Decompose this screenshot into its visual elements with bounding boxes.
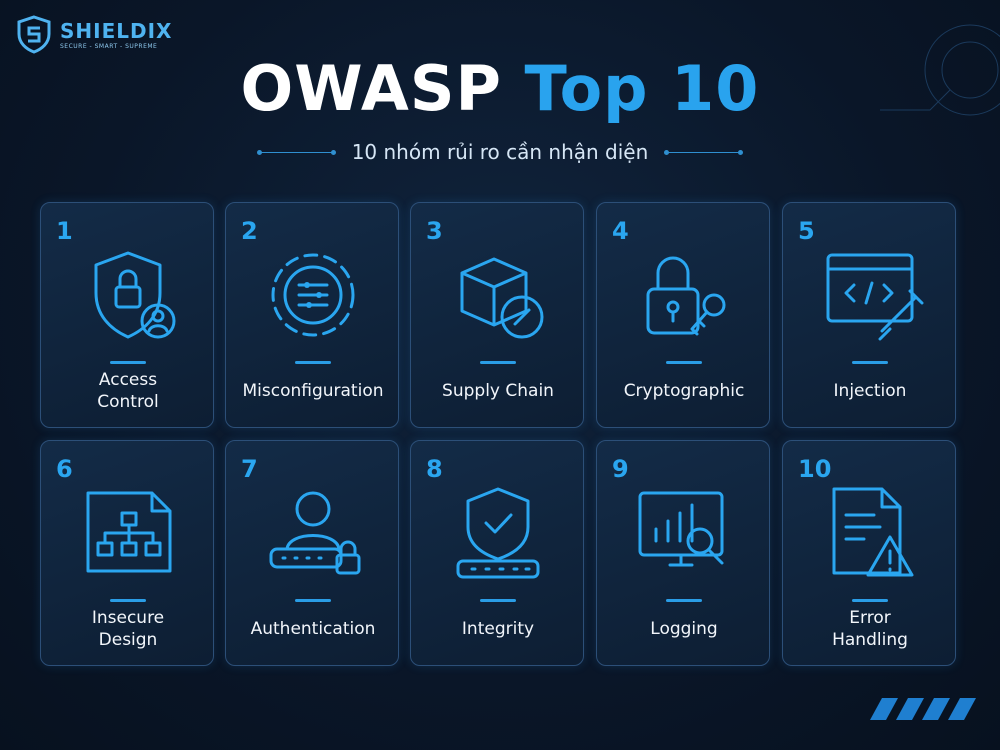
card-label: Cryptographic [597,367,771,415]
card-label-line: Logging [650,619,718,639]
card-label-line: Control [97,392,159,412]
card-icon [646,256,726,336]
card-label-line: Injection [833,381,907,401]
rule [256,149,336,155]
card-label: Insecure Design [41,605,215,653]
card-icon [94,251,176,339]
subtitle-row: 10 nhóm rủi ro cần nhận diện [0,140,1000,164]
card-label: Error Handling [783,605,957,653]
brand-logo [17,15,51,54]
card: 10 Error Handling [782,440,956,666]
title: OWASP Top 10 [0,52,1000,125]
card: 8 Integrity [410,440,584,666]
title-main: OWASP [240,52,502,125]
decor-stripes [870,698,976,720]
card-label-line: Authentication [250,619,376,639]
rule [664,149,744,155]
card-separator [110,361,146,364]
card-icon [86,491,172,573]
card-number: 3 [426,217,443,245]
card-number: 6 [56,455,73,483]
card-icon [638,491,724,567]
subtitle: 10 nhóm rủi ro cần nhận diện [351,140,649,164]
card-icon [832,487,914,577]
card-separator [295,361,331,364]
card-separator [295,599,331,602]
card: 7 Authentication [225,440,399,666]
card-separator [110,599,146,602]
card-label-line: Cryptographic [623,381,745,401]
card-label-line: Access [98,370,158,390]
card-label-line: Misconfiguration [242,381,384,401]
brand: SHIELDIX SECURE - SMART - SUPREME [14,14,172,54]
card-label: Access Control [41,367,215,415]
card-number: 8 [426,455,443,483]
card-number: 10 [798,455,832,483]
card-label: Integrity [411,605,585,653]
card-icon [460,257,544,339]
card-separator [666,361,702,364]
card: 5 Injection [782,202,956,428]
card-label-line: Handling [832,630,908,650]
card-label-line: Insecure [91,608,165,628]
card-separator [852,599,888,602]
card: 3 Supply Chain [410,202,584,428]
card-icon [826,253,924,341]
card-number: 5 [798,217,815,245]
card-label-line: Integrity [461,619,535,639]
card-label: Supply Chain [411,367,585,415]
brand-name: SHIELDIX [60,18,173,43]
card-separator [666,599,702,602]
card-separator [852,361,888,364]
card: 9 Logging [596,440,770,666]
brand-tagline: SECURE - SMART - SUPREME [60,42,158,50]
card: 1 Access Control [40,202,214,428]
card-label-line: Design [98,630,158,650]
card-label: Injection [783,367,957,415]
card-number: 9 [612,455,629,483]
card-number: 4 [612,217,629,245]
card-icon [269,491,361,575]
card: 6 Insecure Design [40,440,214,666]
card-separator [480,599,516,602]
card-label-line: Error [849,608,891,628]
card-number: 7 [241,455,258,483]
decor-circuit [880,24,1000,116]
card-label: Authentication [226,605,400,653]
title-accent: Top 10 [524,52,760,125]
card: 2 Misconfiguration [225,202,399,428]
card-number: 2 [241,217,258,245]
card-icon [271,253,355,337]
card-separator [480,361,516,364]
card-label: Misconfiguration [226,367,400,415]
card-label-line: Supply Chain [442,381,554,401]
card-number: 1 [56,217,73,245]
card: 4 Cryptographic [596,202,770,428]
card-icon [456,487,540,579]
card-label: Logging [597,605,771,653]
